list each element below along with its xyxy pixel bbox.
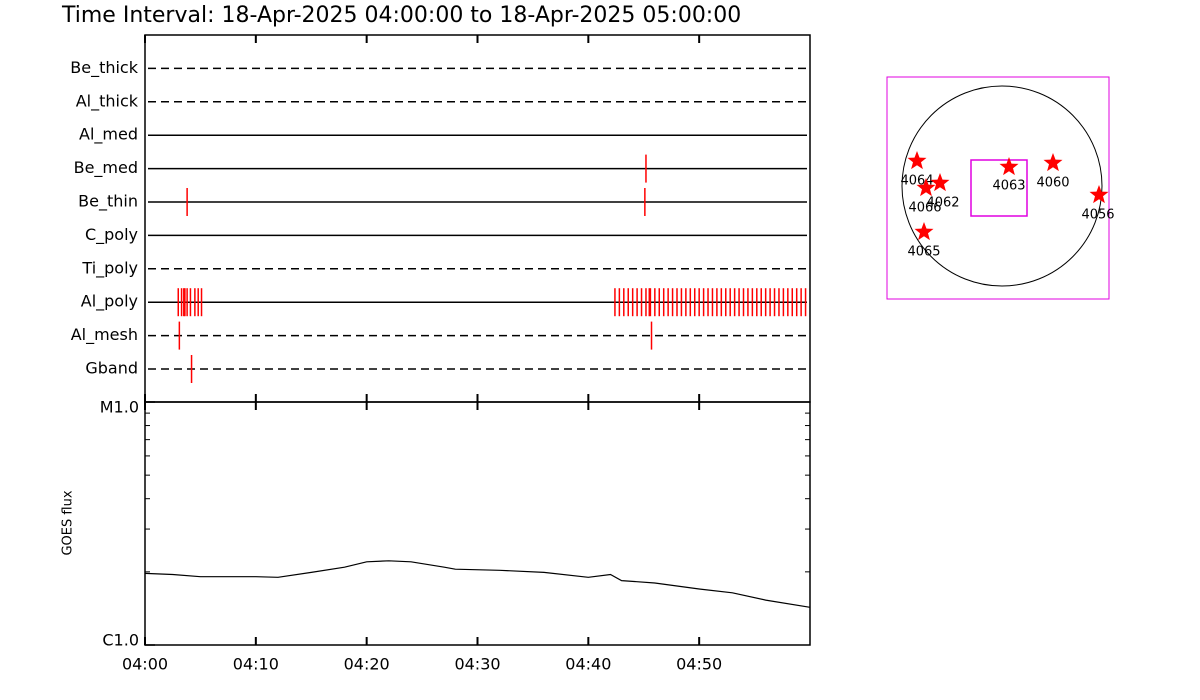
region-label: 4062 xyxy=(926,196,959,211)
row-label: Ti_poly xyxy=(81,258,138,278)
timeline-frame xyxy=(144,34,811,403)
sun-disk xyxy=(901,85,1103,287)
row-label: Be_thin xyxy=(78,192,138,212)
y-axis-label: GOES flux xyxy=(61,490,76,555)
region-label: 4056 xyxy=(1081,208,1114,223)
map-frame xyxy=(886,76,1110,300)
x-tick-label: 04:00 xyxy=(122,655,168,674)
x-tick-label: 04:10 xyxy=(233,655,279,674)
region-label: 4065 xyxy=(907,245,940,260)
row-label: Gband xyxy=(85,359,138,378)
region-star xyxy=(1089,185,1109,204)
row-label: Al_poly xyxy=(81,292,138,312)
row-label: Be_med xyxy=(74,158,138,178)
x-tick-label: 04:20 xyxy=(344,655,390,674)
region-label: 4066 xyxy=(908,201,941,216)
x-tick-label: 04:50 xyxy=(676,655,722,674)
row-label: Al_thick xyxy=(76,91,139,111)
region-star xyxy=(1043,153,1063,172)
region-label: 4063 xyxy=(992,179,1025,194)
region-star xyxy=(914,222,934,241)
row-label: Al_mesh xyxy=(71,325,138,345)
y-tick-label: M1.0 xyxy=(100,398,139,417)
region-star xyxy=(999,157,1019,176)
y-tick-label: C1.0 xyxy=(102,631,139,650)
goes-line xyxy=(144,560,811,608)
fov-box xyxy=(970,159,1028,217)
row-label: C_poly xyxy=(85,225,138,245)
region-star xyxy=(907,151,927,170)
region-star xyxy=(916,178,936,197)
goes-frame xyxy=(144,401,811,646)
x-tick-label: 04:40 xyxy=(565,655,611,674)
chart-title: Time Interval: 18-Apr-2025 04:00:00 to 1… xyxy=(61,3,741,28)
x-tick-label: 04:30 xyxy=(454,655,500,674)
row-label: Al_med xyxy=(79,125,138,145)
row-label: Be_thick xyxy=(70,58,138,78)
region-star xyxy=(930,173,950,192)
region-label: 4060 xyxy=(1036,176,1069,191)
